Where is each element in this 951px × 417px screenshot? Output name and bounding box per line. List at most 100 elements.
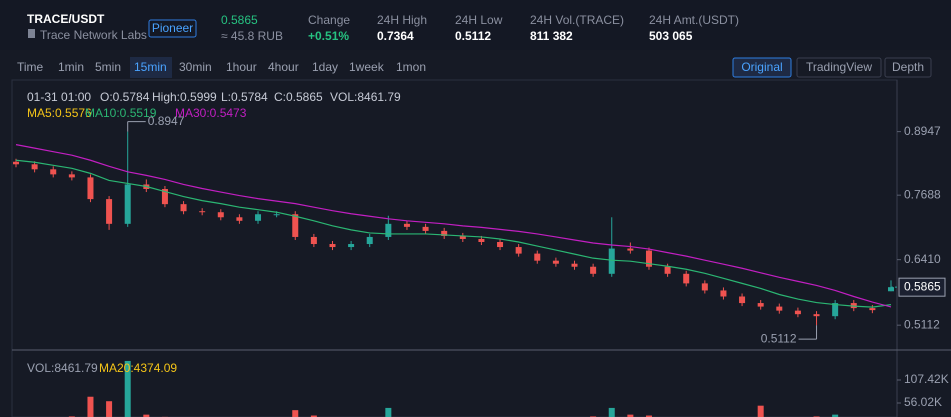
candle-body [571,263,578,267]
view-button-box [732,57,792,78]
y-tick-label: 0.7688 [904,187,941,201]
candle-body [459,235,466,239]
interval-button[interactable]: 1min [58,60,84,74]
candle-body [87,177,94,200]
candle-body [68,174,75,178]
candle-body [608,248,615,274]
vol-legend: VOL:8461.79 [27,361,98,375]
candle-body [776,306,783,311]
pair-name: TRACE/USDT [27,12,105,26]
stat-value: 0.5112 [455,29,491,43]
max-label: 0.8947 [148,114,185,128]
candle-body [50,169,57,175]
stat-value: 811 382 [530,29,573,43]
candle-body [515,247,522,254]
interval-button[interactable]: 4hour [268,60,299,74]
volume-bar [645,415,652,417]
chart-frame [11,79,898,417]
candle-body [534,253,541,261]
candle-body [757,303,764,307]
candle-body [366,236,373,245]
candle-body [255,214,262,221]
candle-body [664,266,671,274]
y-tick-label: 0.5112 [904,317,940,331]
interval-button[interactable]: 1week [349,60,385,74]
candle-body [627,248,634,251]
candle-body [180,204,187,212]
interval-button[interactable]: 1mon [396,60,426,74]
interval-selected [130,57,172,78]
legend-open: O:0.5784 [100,90,150,104]
view-button[interactable]: TradingView [806,60,872,74]
candle-body [106,199,113,224]
legend-low: L:0.5784 [221,90,268,104]
interval-button[interactable]: 1day [312,60,338,74]
legend-close: C:0.5865 [274,90,323,104]
candle-body [236,217,243,221]
candle-body [329,244,336,248]
vol-ma20-legend: MA20:4374.09 [99,361,177,375]
volume-bar [292,410,299,417]
vol-tick-label: 56.02K [904,395,942,409]
candle-body [310,236,317,245]
vol-tick-label: 107.42K [904,372,949,386]
candle-body [13,161,19,165]
view-button-box [884,57,932,78]
volume-bar [757,405,764,417]
candle-body [422,226,429,231]
view-button-box [796,57,882,78]
candle-body [124,184,131,224]
project-icon [28,29,35,38]
candle-body [478,238,485,242]
legend-high: High:0.5999 [152,90,217,104]
candle-body [832,303,839,317]
fiat-price: ≈ 45.8 RUB [221,29,283,43]
y-tick-label: 0.6410 [904,252,941,266]
stat-label: 24H High [377,13,427,27]
candle-body [31,164,38,170]
interval-button[interactable]: 5min [95,60,121,74]
view-button[interactable]: Depth [892,60,924,74]
candle-body [720,290,727,297]
stat-value: 503 065 [649,29,693,43]
volume-bar [87,396,94,417]
header-bar [0,0,951,50]
candle-body [497,242,504,248]
volume-bar [106,401,113,417]
view-button[interactable]: Original [741,60,782,74]
candle-body [199,211,206,213]
badge: Pioneer [152,21,193,35]
candle-body [739,296,746,304]
interval-button[interactable]: 30min [179,60,212,74]
legend-volume: VOL:8461.79 [330,90,401,104]
candle-body [292,214,299,237]
candle-body [441,230,448,236]
candle-body [217,212,224,218]
candle-body [385,223,392,237]
volume-bar [124,360,131,417]
interval-button[interactable]: Time [17,60,44,74]
interval-button[interactable]: 1hour [226,60,257,74]
volume-bar [143,414,150,417]
stat-label: 24H Vol.(TRACE) [530,13,624,27]
price-tag [898,277,946,297]
candle-body [161,189,168,205]
min-label: 0.5112 [761,331,797,345]
legend-ma5: MA5:0.5576 [27,106,92,120]
candle-body [794,310,801,315]
stat-value: 0.7364 [377,29,414,43]
stat-value: +0.51% [308,29,349,43]
candle-body [403,223,410,227]
volume-bar [310,415,317,417]
candle-body [348,244,355,248]
candle-body [701,283,708,291]
interval-button[interactable]: 15min [134,60,167,74]
stat-label: 24H Low [455,13,503,27]
y-tick-label: 0.8947 [904,124,941,138]
volume-bar [627,414,634,417]
candle-body [888,287,894,292]
moving-average-line [15,144,892,308]
candle-body [683,273,690,284]
last-price: 0.5865 [221,13,258,27]
